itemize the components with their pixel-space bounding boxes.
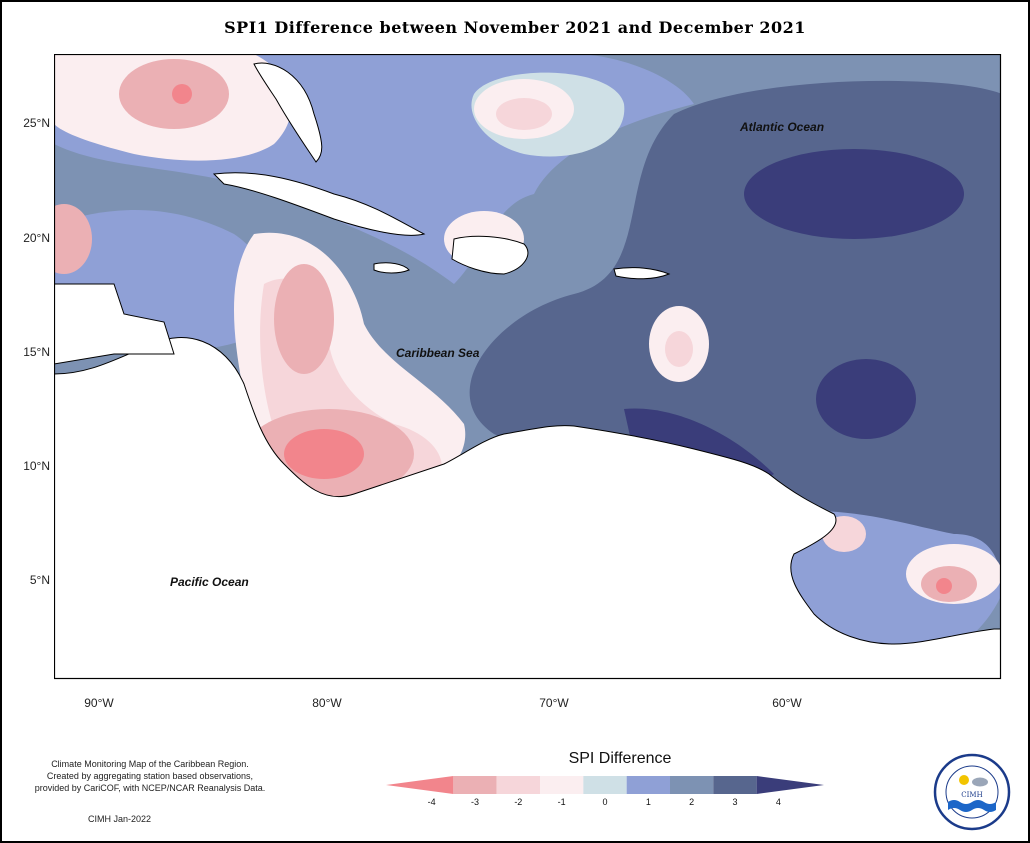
- legend-tick-label: 2: [689, 797, 695, 807]
- legend-tick-label: -4: [427, 797, 436, 807]
- legend-tick-label: 3: [732, 797, 738, 807]
- description-line-3: provided by CariCOF, with NCEP/NCAR Rean…: [34, 783, 266, 793]
- y-tick-25n: 25°N: [23, 116, 50, 130]
- water-waves-icon: [948, 800, 996, 812]
- legend-tick-label: 0: [602, 797, 608, 807]
- legend-tick-label: -2: [514, 797, 523, 807]
- legend-tick-label: -3: [470, 797, 479, 807]
- legend-swatch: [496, 776, 540, 794]
- land-puerto-rico: [613, 267, 671, 280]
- legend-swatch: [583, 776, 627, 794]
- map-credit: CIMH Jan-2022: [88, 814, 152, 824]
- label-caribbean-sea: Caribbean Sea: [396, 346, 480, 360]
- cloud-icon: [972, 777, 988, 787]
- label-atlantic-ocean: Atlantic Ocean: [740, 120, 825, 134]
- land-cuba: [212, 172, 426, 236]
- spi-region-minus2-atlantic: [496, 98, 552, 130]
- land-yucatan: [54, 283, 175, 365]
- label-pacific-ocean: Pacific Ocean: [170, 575, 249, 589]
- spi-region-minus3-west: [54, 204, 92, 274]
- logo-text: CIMH: [961, 791, 982, 799]
- description-line-1: Climate Monitoring Map of the Caribbean …: [51, 759, 249, 769]
- legend-swatch: [540, 776, 584, 794]
- legend-title: SPI Difference: [568, 750, 672, 767]
- legend-swatch: [713, 776, 757, 794]
- land-hispaniola: [451, 235, 529, 275]
- spi-region-minus4-guianas: [936, 578, 952, 594]
- legend-swatch: [626, 776, 670, 794]
- x-tick-70w: 70°W: [539, 696, 569, 710]
- legend-tick-label: -1: [557, 797, 566, 807]
- legend-swatch: [670, 776, 714, 794]
- spi-region-minus3-central: [274, 264, 334, 374]
- land-south-america: [54, 337, 1001, 679]
- legend-tick-label: 1: [645, 797, 651, 807]
- spi-region-plus4-atlantic: [744, 149, 964, 239]
- legend-swatch: [453, 776, 497, 794]
- land-jamaica: [373, 262, 410, 274]
- y-tick-5n: 5°N: [29, 573, 50, 587]
- spi-region-minus4: [284, 429, 364, 479]
- cimh-logo: CIMH: [933, 753, 1011, 831]
- description-line-2: Created by aggregating station based obs…: [46, 771, 254, 781]
- map-description: Climate Monitoring Map of the Caribbean …: [20, 758, 280, 794]
- spi-region-minus4-north: [172, 84, 192, 104]
- spi-region-minus2-antilles: [665, 331, 693, 367]
- x-tick-80w: 80°W: [312, 696, 342, 710]
- x-tick-60w: 60°W: [772, 696, 802, 710]
- legend-swatch: [756, 776, 824, 794]
- legend-tick-label: 4: [775, 797, 781, 807]
- y-tick-10n: 10°N: [23, 459, 50, 473]
- legend-colorbar: [386, 776, 824, 794]
- y-tick-15n: 15°N: [23, 345, 50, 359]
- legend-swatch: [386, 776, 454, 794]
- land-florida: [253, 62, 323, 163]
- map-border: [54, 54, 1002, 680]
- x-tick-90w: 90°W: [84, 696, 114, 710]
- map-title: SPI1 Difference between November 2021 an…: [224, 18, 806, 37]
- map-plot: [54, 54, 1002, 680]
- y-tick-20n: 20°N: [23, 231, 50, 245]
- sun-icon: [959, 775, 969, 785]
- spi-region-plus4-east: [816, 359, 916, 439]
